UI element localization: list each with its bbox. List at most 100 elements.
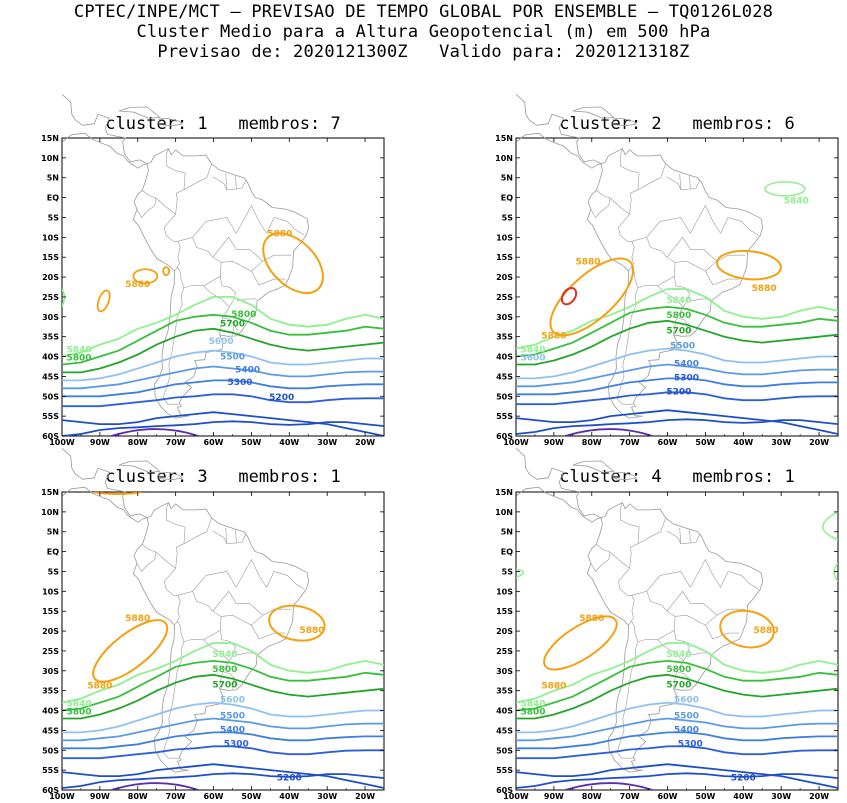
lat-tick-label: 45S	[496, 372, 513, 381]
lon-tick-label: 100W	[49, 438, 75, 447]
coastline	[515, 94, 764, 419]
lon-tick-label: 60W	[658, 792, 678, 801]
lat-tick-label: 15N	[495, 134, 513, 143]
axes: 15N 10N 5N EQ 5S 10S 15S 20S 25S 30S 35S 40S 45S 50S 5…	[495, 488, 839, 801]
lat-tick-label: 45S	[42, 372, 59, 381]
map-panel-2: 5840588058805880584058005700584056005500…	[495, 94, 839, 447]
panel-2-title: cluster: 2 membros: 6	[559, 114, 795, 134]
lon-tick-label: 50W	[695, 438, 715, 447]
contour-label: 5800	[231, 310, 256, 320]
lat-tick-label: 25S	[42, 647, 59, 656]
lon-tick-label: 100W	[49, 792, 75, 801]
lat-tick-label: 10S	[496, 587, 513, 596]
contour-label: 5700	[220, 320, 245, 330]
contour-label: 5880	[267, 230, 292, 240]
lat-tick-label: 55S	[42, 412, 59, 421]
panel-3-title: cluster: 3 membros: 1	[105, 467, 341, 487]
lat-tick-label: EQ	[47, 548, 59, 557]
lat-tick-label: 50S	[496, 746, 513, 755]
lat-tick-label: 55S	[496, 766, 513, 775]
lat-tick-label: 50S	[42, 392, 59, 401]
lon-tick-label: 40W	[733, 438, 753, 447]
lat-tick-label: 60S	[42, 786, 59, 795]
lat-tick-label: 35S	[496, 687, 513, 696]
axes: 15N 10N 5N EQ 5S 10S 15S 20S 25S 30S 35S 40S 45S 50S 5…	[41, 488, 385, 801]
lat-tick-label: 10S	[42, 587, 59, 596]
lon-tick-label: 50W	[695, 792, 715, 801]
contour-label: 5500	[220, 711, 245, 721]
lon-tick-label: 40W	[733, 792, 753, 801]
lat-tick-label: 50S	[496, 392, 513, 401]
lon-tick-label: 70W	[166, 792, 186, 801]
contour-label: 5400	[220, 725, 245, 735]
lat-tick-label: 60S	[496, 786, 513, 795]
lon-tick-label: 100W	[503, 438, 529, 447]
contour-label: 5400	[235, 365, 260, 375]
lon-tick-label: 20W	[809, 792, 829, 801]
lat-tick-label: 20S	[496, 627, 513, 636]
coastline	[515, 448, 764, 773]
contour-label: 5700	[666, 326, 691, 336]
lat-tick-label: 60S	[42, 432, 59, 441]
lat-tick-label: 60S	[496, 432, 513, 441]
lat-tick-label: EQ	[47, 194, 59, 203]
contour-label: 5880	[579, 614, 604, 624]
contour-label: 5200	[269, 393, 294, 403]
lon-tick-label: 30W	[317, 438, 337, 447]
lat-tick-label: EQ	[501, 548, 513, 557]
map-panel-3: 5880588058805840580057005840580056005500…	[41, 448, 385, 801]
contour-label: 5200	[666, 387, 691, 397]
axes: 15N 10N 5N EQ 5S 10S 15S 20S 25S 30S 35S 40S 45S 50S 5…	[495, 134, 839, 447]
contour-label: 5600	[674, 696, 699, 706]
map-panel-4: 5880588058805840580057005840580056005500…	[495, 448, 839, 801]
axes: 15N 10N 5N EQ 5S 10S 15S 20S 25S 30S 35S 40S 45S 50S 5…	[41, 134, 385, 447]
contour-label: 5800	[67, 708, 92, 718]
lon-tick-label: 40W	[279, 792, 299, 801]
lat-tick-label: 45S	[42, 726, 59, 735]
lon-tick-label: 60W	[658, 438, 678, 447]
lon-tick-label: 20W	[355, 792, 375, 801]
lon-tick-label: 50W	[241, 438, 261, 447]
lon-tick-label: 90W	[90, 792, 110, 801]
lat-tick-label: 25S	[496, 293, 513, 302]
contour-label: 5880	[541, 682, 566, 692]
contour-label: 5500	[670, 342, 695, 352]
contour-label: 5600	[220, 696, 245, 706]
lat-tick-label: 25S	[496, 647, 513, 656]
lat-tick-label: 30S	[496, 313, 513, 322]
coastline	[61, 94, 310, 419]
contours	[62, 232, 384, 436]
lat-tick-label: 5S	[48, 213, 60, 222]
lon-tick-label: 30W	[771, 438, 791, 447]
lon-tick-label: 50W	[241, 792, 261, 801]
contour-label: 5300	[228, 378, 253, 388]
lat-tick-label: 15S	[42, 607, 59, 616]
lat-tick-label: 15S	[42, 253, 59, 262]
contour-labels: 5840588058805880584058005700584056005500…	[521, 197, 809, 398]
contour-label: 5840	[521, 700, 546, 710]
contour-labels: 5880588058805840580057005840580056005500…	[67, 614, 325, 783]
contour-label: 5840	[67, 700, 92, 710]
contour-label: 5840	[784, 197, 809, 207]
lat-tick-label: 10N	[41, 508, 59, 517]
contours	[516, 181, 838, 436]
contour-label: 5840	[67, 346, 92, 356]
lat-tick-label: 50S	[42, 746, 59, 755]
contour-label: 5880	[541, 332, 566, 342]
lon-tick-label: 20W	[809, 438, 829, 447]
header-line-1: CPTEC/INPE/MCT – PREVISAO DE TEMPO GLOBA…	[73, 2, 774, 22]
contour-label: 5300	[674, 373, 699, 383]
lat-tick-label: 35S	[42, 687, 59, 696]
lat-tick-label: 20S	[42, 627, 59, 636]
lon-tick-label: 30W	[771, 792, 791, 801]
contour-label: 5700	[666, 680, 691, 690]
contour-label: 5400	[674, 359, 699, 369]
lat-tick-label: 15S	[496, 253, 513, 262]
contour-label: 5800	[666, 665, 691, 675]
lon-tick-label: 60W	[204, 438, 224, 447]
lat-tick-label: 20S	[42, 273, 59, 282]
lat-tick-label: 25S	[42, 293, 59, 302]
header-line-2: Cluster Medio para a Altura Geopotencial…	[136, 22, 711, 42]
lon-tick-label: 40W	[279, 438, 299, 447]
lat-tick-label: 40S	[42, 353, 59, 362]
